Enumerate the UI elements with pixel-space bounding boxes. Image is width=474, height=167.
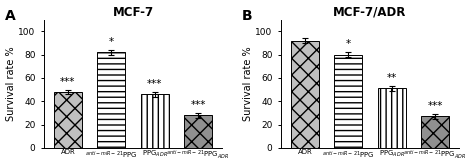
Text: ***: *** [191,100,206,110]
Text: B: B [242,10,252,24]
Text: ***: *** [428,101,443,111]
Text: A: A [5,10,16,24]
Bar [97,52,126,148]
Title: MCF-7/ADR: MCF-7/ADR [333,6,407,19]
Y-axis label: Survival rate %: Survival rate % [243,46,253,121]
Bar [378,89,406,148]
Bar [334,55,363,148]
Y-axis label: Survival rate %: Survival rate % [6,46,16,121]
Bar [141,94,169,148]
Text: ***: *** [147,79,163,89]
Text: ***: *** [60,77,75,87]
Text: *: * [109,37,114,47]
Title: MCF-7: MCF-7 [112,6,154,19]
Text: **: ** [387,73,397,83]
Bar [184,115,212,148]
Bar [54,92,82,148]
Bar [291,41,319,148]
Bar [421,116,449,148]
Text: *: * [346,39,351,49]
